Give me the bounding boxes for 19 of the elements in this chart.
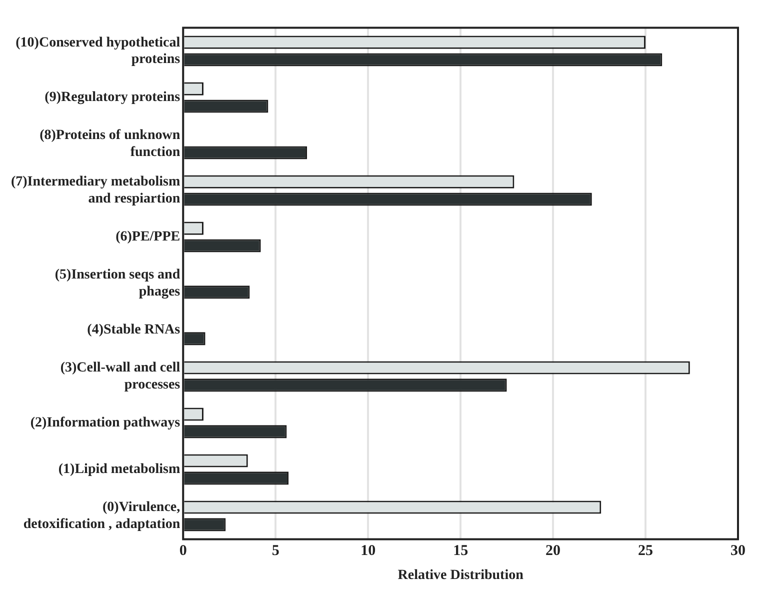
y-tick-label: (5)Insertion seqs and phages [54, 268, 181, 300]
x-tick-label: 10 [360, 543, 376, 560]
y-tick-label: (10)Conserved hypothetical proteins [16, 35, 181, 68]
y-tick-label: (6)PE/PPE [116, 230, 180, 245]
x-tick-label: 25 [638, 543, 654, 560]
y-tick-label: (9)Regulatory proteins [44, 90, 181, 106]
y-tick-label: (7)Intermediary metabolism and respiartion [10, 174, 180, 207]
x-tick-label: 15 [453, 543, 468, 560]
y-tick-label: (4)Stable RNAs [87, 322, 181, 338]
y-tick-label: (8)Proteins of unknown function [40, 128, 180, 160]
y-tick-label: (3)Cell-wall and cell processes [60, 360, 181, 392]
y-tick-label: (1)Lipid metabolism [58, 462, 180, 478]
x-tick-label: 20 [546, 543, 561, 560]
x-tick-label: 0 [179, 543, 187, 560]
y-tick-label: (2)Information pathways [30, 416, 181, 431]
x-axis-title: Relative Distribution [398, 568, 524, 584]
y-tick-label: (0)Virulence, detoxification , adaptation [23, 500, 180, 532]
x-tick-label: 30 [730, 543, 746, 560]
x-tick-label: 5 [272, 543, 280, 560]
